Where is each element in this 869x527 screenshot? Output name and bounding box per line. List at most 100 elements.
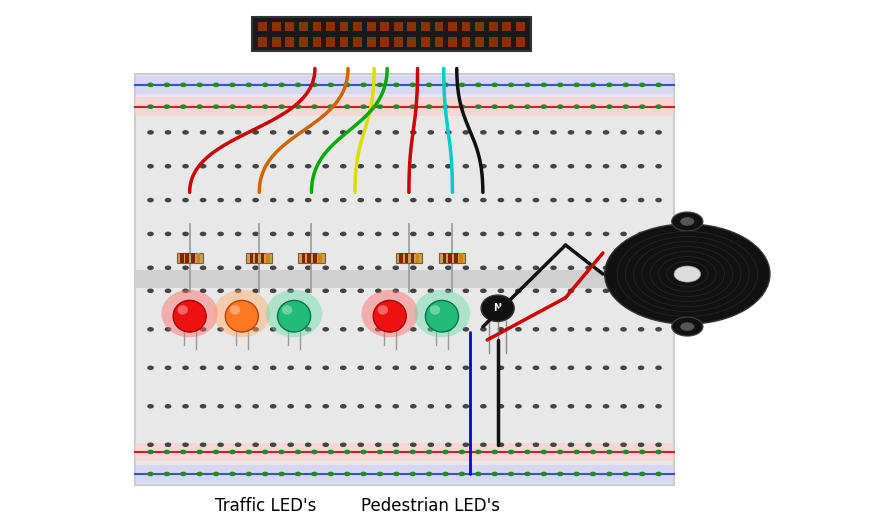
- Circle shape: [182, 266, 188, 269]
- Circle shape: [515, 266, 521, 269]
- Ellipse shape: [481, 295, 514, 321]
- Circle shape: [524, 472, 529, 475]
- Circle shape: [270, 443, 275, 446]
- Circle shape: [442, 472, 448, 475]
- Circle shape: [533, 443, 538, 446]
- Circle shape: [680, 217, 693, 226]
- Circle shape: [498, 366, 503, 369]
- Circle shape: [165, 405, 170, 408]
- Bar: [399, 253, 402, 263]
- Circle shape: [358, 366, 363, 369]
- Bar: [272, 37, 281, 46]
- Circle shape: [344, 451, 349, 454]
- Circle shape: [550, 266, 555, 269]
- Circle shape: [377, 472, 382, 475]
- Circle shape: [262, 472, 268, 475]
- Circle shape: [235, 328, 241, 331]
- Circle shape: [393, 328, 398, 331]
- Circle shape: [541, 105, 546, 108]
- Circle shape: [328, 472, 333, 475]
- Circle shape: [200, 405, 205, 408]
- Circle shape: [639, 105, 644, 108]
- Circle shape: [409, 83, 415, 86]
- Circle shape: [253, 405, 258, 408]
- Circle shape: [428, 131, 433, 134]
- Circle shape: [550, 131, 555, 134]
- Circle shape: [197, 472, 202, 475]
- Circle shape: [305, 289, 310, 292]
- Bar: [353, 22, 362, 32]
- Circle shape: [288, 232, 293, 236]
- Circle shape: [574, 451, 579, 454]
- Bar: [299, 37, 308, 46]
- Circle shape: [622, 451, 627, 454]
- Circle shape: [524, 451, 529, 454]
- Circle shape: [655, 232, 660, 236]
- Bar: [461, 37, 470, 46]
- Circle shape: [603, 232, 608, 236]
- Circle shape: [515, 328, 521, 331]
- Circle shape: [567, 131, 573, 134]
- Circle shape: [218, 405, 223, 408]
- Circle shape: [148, 232, 153, 236]
- Circle shape: [462, 443, 468, 446]
- Circle shape: [218, 266, 223, 269]
- Bar: [326, 22, 335, 32]
- Circle shape: [235, 164, 241, 168]
- Circle shape: [341, 232, 346, 236]
- Circle shape: [585, 164, 590, 168]
- Circle shape: [442, 105, 448, 108]
- Circle shape: [445, 266, 450, 269]
- Circle shape: [393, 289, 398, 292]
- Circle shape: [322, 405, 328, 408]
- Circle shape: [375, 405, 381, 408]
- Circle shape: [270, 405, 275, 408]
- Circle shape: [574, 83, 579, 86]
- Circle shape: [426, 83, 431, 86]
- Circle shape: [377, 83, 382, 86]
- Circle shape: [498, 199, 503, 202]
- Circle shape: [498, 164, 503, 168]
- Circle shape: [620, 366, 626, 369]
- Circle shape: [200, 199, 205, 202]
- Ellipse shape: [214, 290, 270, 337]
- Circle shape: [604, 224, 769, 324]
- Circle shape: [567, 366, 573, 369]
- Bar: [249, 253, 253, 263]
- Circle shape: [410, 328, 415, 331]
- Circle shape: [507, 105, 513, 108]
- Circle shape: [200, 289, 205, 292]
- Circle shape: [426, 451, 431, 454]
- Circle shape: [361, 451, 366, 454]
- Bar: [421, 22, 429, 32]
- Circle shape: [344, 105, 349, 108]
- Ellipse shape: [425, 300, 458, 332]
- Bar: [246, 253, 272, 263]
- Circle shape: [253, 289, 258, 292]
- Circle shape: [213, 105, 218, 108]
- Circle shape: [305, 131, 310, 134]
- Circle shape: [341, 289, 346, 292]
- Circle shape: [622, 472, 627, 475]
- Circle shape: [375, 131, 381, 134]
- Bar: [501, 22, 510, 32]
- Circle shape: [585, 232, 590, 236]
- Bar: [488, 22, 497, 32]
- Circle shape: [341, 131, 346, 134]
- Circle shape: [270, 199, 275, 202]
- Ellipse shape: [377, 305, 388, 315]
- Circle shape: [305, 266, 310, 269]
- Bar: [285, 22, 294, 32]
- Circle shape: [671, 212, 702, 231]
- Circle shape: [375, 443, 381, 446]
- Bar: [339, 22, 348, 32]
- Circle shape: [218, 328, 223, 331]
- Bar: [448, 22, 456, 32]
- Circle shape: [550, 164, 555, 168]
- Circle shape: [328, 105, 333, 108]
- Circle shape: [462, 164, 468, 168]
- Bar: [272, 22, 281, 32]
- Circle shape: [246, 105, 251, 108]
- Bar: [474, 37, 483, 46]
- Circle shape: [567, 266, 573, 269]
